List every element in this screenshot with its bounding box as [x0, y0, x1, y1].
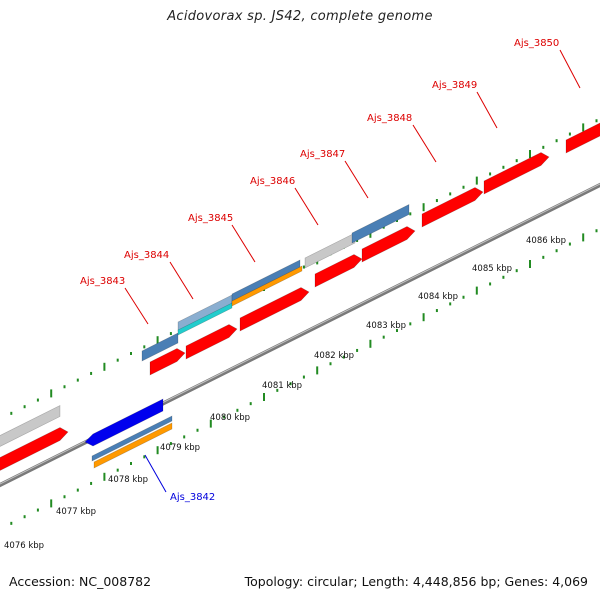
cds-block[interactable]: [421, 187, 484, 228]
gene-label[interactable]: Ajs_3844: [124, 250, 169, 261]
cds-block[interactable]: [149, 348, 186, 376]
gene-label-leader: [412, 124, 437, 163]
map-title: Acidovorax sp. JS42, complete genome: [167, 9, 433, 24]
gene-label-leader: [559, 49, 581, 89]
scale-label: 4081 kbp: [262, 381, 302, 391]
gene-label[interactable]: Ajs_3842: [170, 492, 215, 503]
scale-label: 4083 kbp: [366, 321, 406, 331]
scale-label: 4084 kbp: [418, 292, 458, 302]
scale-label: 4078 kbp: [108, 475, 148, 485]
gene-label[interactable]: Ajs_3848: [367, 113, 412, 124]
gene-label-leader: [144, 454, 167, 493]
gene-block[interactable]: [141, 332, 179, 362]
gene-label[interactable]: Ajs_3850: [514, 38, 559, 49]
topology-text: Topology: circular; Length: 4,448,856 bp…: [244, 574, 588, 589]
gene-block[interactable]: [93, 422, 173, 469]
gene-label-leader: [231, 224, 256, 263]
gene-label-leader: [344, 160, 369, 199]
cds-block[interactable]: [565, 122, 600, 154]
gene-block[interactable]: [304, 232, 356, 269]
gene-block[interactable]: [231, 265, 303, 307]
gene-block[interactable]: [177, 294, 233, 332]
gene-label-leader: [294, 187, 319, 226]
scale-label: 4079 kbp: [160, 443, 200, 453]
gene-block[interactable]: [177, 302, 233, 336]
gene-label[interactable]: Ajs_3843: [80, 276, 125, 287]
gene-block[interactable]: [91, 415, 173, 462]
scale-label: 4080 kbp: [210, 413, 250, 423]
gene-label[interactable]: Ajs_3849: [432, 80, 477, 91]
cds-block[interactable]: [314, 254, 363, 288]
scale-label: 4082 kbp: [314, 351, 354, 361]
gene-label-leader: [124, 287, 149, 325]
gene-block[interactable]: [351, 204, 410, 244]
scale-label: 4077 kbp: [56, 507, 96, 517]
gene-label-leader: [169, 261, 194, 300]
gene-label[interactable]: Ajs_3846: [250, 176, 295, 187]
scale-label: 4076 kbp: [4, 541, 44, 551]
gene-label-leader: [476, 91, 498, 129]
gene-block[interactable]: [84, 398, 164, 447]
cds-block[interactable]: [185, 324, 238, 360]
cds-block[interactable]: [239, 287, 310, 332]
accession-text: Accession: NC_008782: [9, 574, 152, 589]
gene-label[interactable]: Ajs_3845: [188, 213, 233, 224]
gene-label[interactable]: Ajs_3847: [300, 149, 345, 160]
cds-block[interactable]: [361, 226, 416, 263]
scale-label: 4086 kbp: [526, 236, 566, 246]
scale-label: 4085 kbp: [472, 264, 512, 274]
cds-block[interactable]: [0, 427, 69, 474]
cds-block[interactable]: [483, 152, 550, 195]
gene-block[interactable]: [0, 405, 61, 450]
